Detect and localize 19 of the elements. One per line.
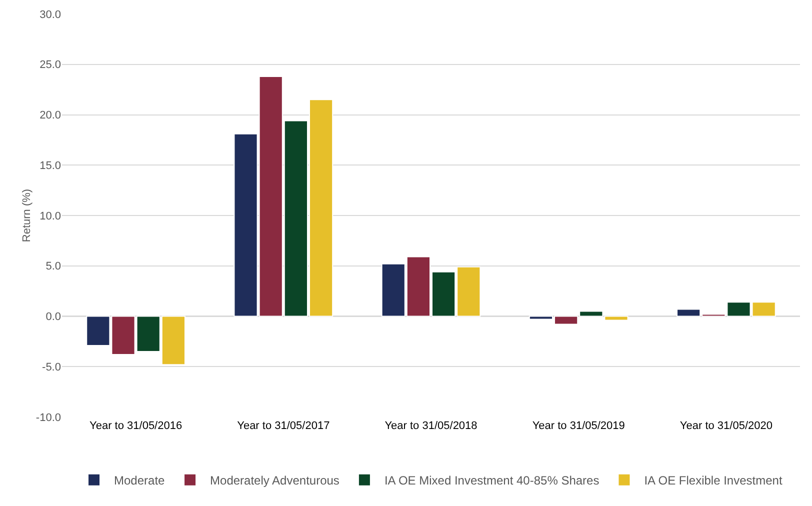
x-tick-label: Year to 31/05/2016	[90, 420, 182, 432]
x-tick-label: Year to 31/05/2019	[532, 420, 625, 432]
legend-label: Moderately Adventurous	[210, 474, 340, 488]
y-tick-label: 15.0	[40, 160, 61, 172]
y-tick-label: 30.0	[40, 8, 61, 21]
y-tick-label: 10.0	[40, 210, 61, 222]
legend-label: IA OE Flexible Investment	[644, 474, 783, 488]
y-tick-label: 0.0	[46, 311, 61, 324]
legend-label: IA OE Mixed Investment 40-85% Shares	[384, 474, 600, 488]
y-tick-label: 25.0	[40, 59, 61, 72]
y-tick-label: -10.0	[36, 412, 61, 424]
y-tick-label: -5.0	[42, 361, 61, 374]
y-tick-label: 5.0	[46, 260, 61, 273]
x-tick-label: Year to 31/05/2018	[384, 420, 478, 432]
legend-label: Moderate	[114, 474, 166, 488]
x-tick-label: Year to 31/05/2020	[680, 420, 772, 432]
y-tick-label: 20.0	[40, 110, 61, 122]
y-axis-title: Return (%)	[21, 188, 33, 242]
x-tick-label: Year to 31/05/2017	[237, 420, 330, 432]
